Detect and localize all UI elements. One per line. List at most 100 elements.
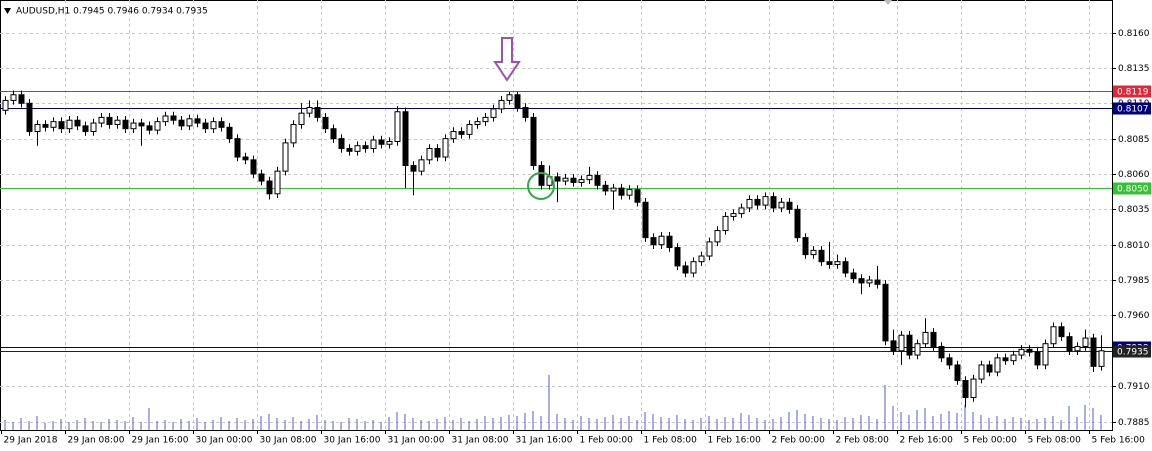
candle-body: [1058, 326, 1065, 338]
candle-body: [282, 142, 289, 172]
candle-body: [378, 139, 385, 145]
candle-body: [1090, 337, 1097, 367]
candle-body: [482, 116, 489, 123]
candle-body: [74, 119, 81, 127]
candle-body: [226, 126, 233, 140]
candle-body: [386, 140, 393, 145]
candle-body: [66, 119, 73, 130]
x-tick-label: 2 Feb 16:00: [900, 436, 954, 446]
y-tick-label: 0.8035: [1118, 205, 1150, 215]
candle-body: [202, 122, 209, 130]
candle-body: [626, 189, 633, 196]
candle-body: [938, 346, 945, 359]
candle-body: [986, 364, 993, 373]
candle-body: [1066, 336, 1073, 352]
candle-body: [1010, 354, 1017, 362]
x-tick-label: 1 Feb 08:00: [644, 436, 698, 446]
candle-body: [1034, 351, 1041, 366]
candle-body: [946, 357, 953, 366]
candle-body: [122, 119, 129, 130]
candle-body: [962, 379, 969, 398]
candle-body: [362, 145, 369, 150]
y-tick-label: 0.8085: [1118, 135, 1150, 145]
candle-body: [914, 343, 921, 356]
x-tick-label: 2 Feb 00:00: [772, 436, 826, 446]
candle-body: [786, 201, 793, 210]
candle-body: [578, 179, 585, 183]
candle-body: [234, 138, 241, 158]
candle-body: [810, 249, 817, 256]
candle-body: [1082, 337, 1089, 348]
candle-body: [562, 177, 569, 182]
candle-body: [178, 119, 185, 127]
candle-body: [906, 334, 913, 356]
y-tick-label: 0.8060: [1118, 170, 1150, 180]
candle-body: [306, 107, 313, 114]
chart-title: AUDUSD,H1 0.7945 0.7946 0.7934 0.7935: [16, 7, 208, 17]
x-tick-label: 5 Feb 08:00: [1028, 436, 1082, 446]
y-tick-label: 0.7885: [1118, 418, 1150, 428]
candle-body: [98, 116, 105, 124]
level-label: 0.8119: [1117, 88, 1149, 98]
candle-body: [194, 118, 201, 124]
candle-body: [682, 265, 689, 274]
candle-body: [82, 125, 89, 133]
y-tick-label: 0.7910: [1118, 382, 1150, 392]
level-label-box: [1113, 102, 1151, 115]
candle-body: [490, 108, 497, 118]
candle-body: [186, 118, 193, 127]
candle-body: [250, 159, 257, 175]
x-tick-label: 31 Jan 08:00: [452, 436, 509, 446]
x-tick-label: 29 Jan 2018: [4, 436, 58, 446]
candle-body: [90, 122, 97, 133]
level-label-box: [1113, 85, 1151, 98]
candle-body: [898, 334, 905, 352]
candle-body: [770, 196, 777, 209]
grid: [0, 0, 1116, 434]
candle-body: [666, 235, 673, 249]
x-tick-label: 5 Feb 00:00: [964, 436, 1018, 446]
candle-body: [794, 208, 801, 239]
plot-frame: [0, 0, 1113, 431]
candle-body: [522, 107, 529, 118]
candle-body: [322, 116, 329, 130]
candle-body: [138, 122, 145, 127]
candle-body: [1042, 343, 1049, 366]
candle-body: [698, 255, 705, 263]
candle-body: [1050, 326, 1057, 345]
candle-body: [450, 131, 457, 140]
x-tick-label: 31 Jan 16:00: [516, 436, 573, 446]
candle-body: [34, 123, 41, 133]
candle-body: [978, 364, 985, 380]
candles: [2, 90, 1105, 408]
candle-body: [874, 279, 881, 285]
candle-body: [690, 261, 697, 274]
candle-body: [1098, 350, 1105, 367]
x-tick-label: 1 Feb 16:00: [708, 436, 762, 446]
candle-body: [818, 249, 825, 263]
candle-body: [394, 111, 401, 142]
candle-body: [154, 121, 161, 131]
candle-body: [370, 139, 377, 150]
levels: [0, 91, 1112, 352]
candle-body: [418, 159, 425, 172]
candle-body: [514, 94, 521, 108]
candle-body: [1018, 348, 1025, 356]
x-tick-label: 1 Feb 00:00: [580, 436, 634, 446]
candle-body: [602, 184, 609, 192]
y-tick-label: 0.8010: [1118, 241, 1150, 251]
candle-body: [650, 237, 657, 246]
x-tick-label: 5 Feb 16:00: [1092, 436, 1146, 446]
candle-body: [930, 331, 937, 348]
candle-body: [858, 278, 865, 284]
candle-body: [530, 116, 537, 166]
candle-body: [618, 187, 625, 196]
candle-body: [802, 237, 809, 256]
candle-body: [330, 128, 337, 140]
candle-body: [1026, 348, 1033, 353]
candle-body: [314, 107, 321, 118]
candle-body: [258, 173, 265, 182]
candle-body: [634, 189, 641, 203]
candle-body: [882, 283, 889, 342]
level-label-box: [1113, 345, 1151, 358]
